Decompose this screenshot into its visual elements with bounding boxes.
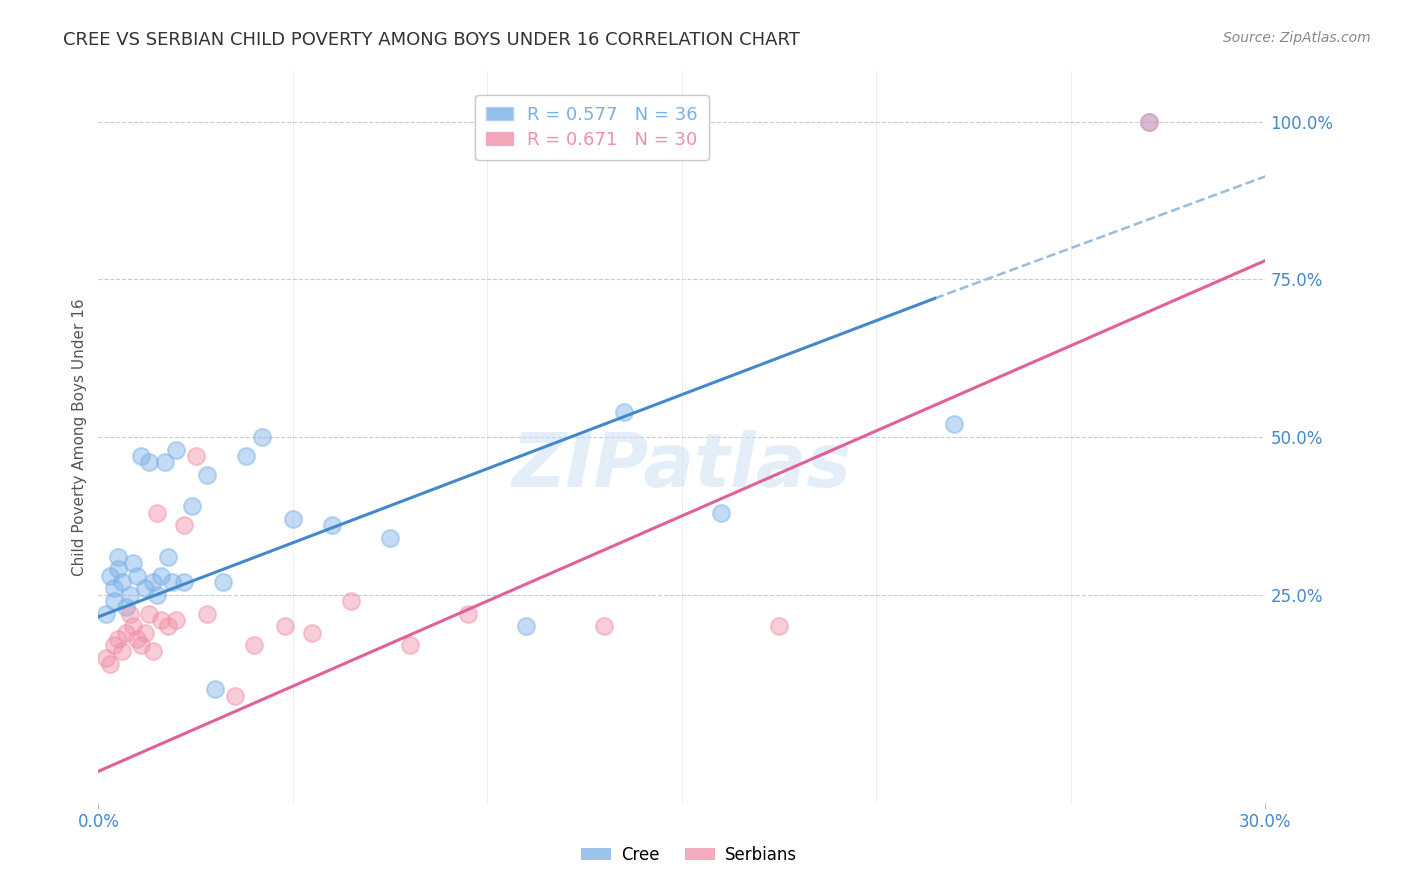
Point — [195, 607, 218, 621]
Point — [129, 449, 152, 463]
Point — [212, 575, 235, 590]
Point — [114, 625, 136, 640]
Point — [107, 632, 129, 646]
Point — [138, 455, 160, 469]
Legend: Cree, Serbians: Cree, Serbians — [575, 839, 803, 871]
Point — [157, 619, 180, 633]
Point — [118, 607, 141, 621]
Point — [1137, 115, 1160, 129]
Text: CREE VS SERBIAN CHILD POVERTY AMONG BOYS UNDER 16 CORRELATION CHART: CREE VS SERBIAN CHILD POVERTY AMONG BOYS… — [63, 31, 800, 49]
Point — [146, 588, 169, 602]
Point — [127, 569, 149, 583]
Point — [162, 575, 184, 590]
Point — [98, 569, 121, 583]
Point — [1137, 115, 1160, 129]
Point — [149, 613, 172, 627]
Point — [243, 638, 266, 652]
Point — [103, 582, 125, 596]
Y-axis label: Child Poverty Among Boys Under 16: Child Poverty Among Boys Under 16 — [72, 298, 87, 576]
Point — [378, 531, 402, 545]
Point — [96, 607, 118, 621]
Point — [250, 430, 273, 444]
Point — [153, 455, 176, 469]
Point — [103, 638, 125, 652]
Point — [134, 582, 156, 596]
Point — [301, 625, 323, 640]
Point — [195, 467, 218, 482]
Point — [127, 632, 149, 646]
Point — [768, 619, 790, 633]
Text: Source: ZipAtlas.com: Source: ZipAtlas.com — [1223, 31, 1371, 45]
Point — [943, 417, 966, 432]
Point — [107, 549, 129, 564]
Point — [457, 607, 479, 621]
Point — [224, 689, 246, 703]
Point — [593, 619, 616, 633]
Point — [142, 644, 165, 658]
Point — [274, 619, 297, 633]
Point — [340, 594, 363, 608]
Point — [204, 682, 226, 697]
Point — [103, 594, 125, 608]
Point — [138, 607, 160, 621]
Point — [129, 638, 152, 652]
Point — [107, 562, 129, 576]
Point — [173, 518, 195, 533]
Point — [710, 506, 733, 520]
Point — [149, 569, 172, 583]
Point — [114, 600, 136, 615]
Point — [122, 556, 145, 570]
Point — [165, 613, 187, 627]
Point — [398, 638, 420, 652]
Point — [165, 442, 187, 457]
Point — [98, 657, 121, 671]
Point — [146, 506, 169, 520]
Point — [111, 644, 134, 658]
Point — [173, 575, 195, 590]
Point — [96, 650, 118, 665]
Point — [613, 405, 636, 419]
Legend: R = 0.577   N = 36, R = 0.671   N = 30: R = 0.577 N = 36, R = 0.671 N = 30 — [475, 95, 709, 160]
Point — [235, 449, 257, 463]
Point — [157, 549, 180, 564]
Point — [281, 512, 304, 526]
Point — [134, 625, 156, 640]
Point — [111, 575, 134, 590]
Point — [142, 575, 165, 590]
Text: ZIPatlas: ZIPatlas — [512, 430, 852, 503]
Point — [321, 518, 343, 533]
Point — [184, 449, 207, 463]
Point — [122, 619, 145, 633]
Point — [180, 500, 202, 514]
Point — [118, 588, 141, 602]
Point — [515, 619, 537, 633]
